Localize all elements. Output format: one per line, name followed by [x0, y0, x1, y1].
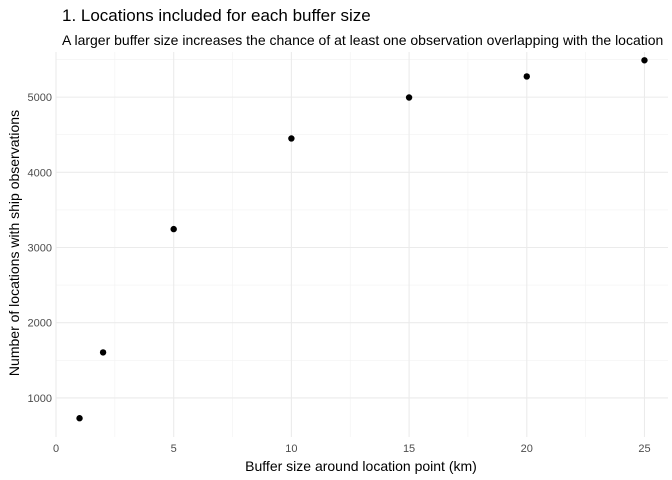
y-tick-label: 2000	[28, 318, 52, 330]
y-tick-label: 5000	[28, 92, 52, 104]
data-point	[641, 57, 648, 64]
tick-labels: 0 5 10 15 20 25 1000 2000 3000 4000 5000	[28, 92, 651, 455]
x-axis-title: Buffer size around location point (km)	[245, 458, 477, 474]
x-tick-label: 5	[171, 443, 177, 455]
x-tick-label: 15	[403, 443, 415, 455]
data-point	[523, 73, 530, 80]
data-points	[76, 57, 648, 422]
data-point	[170, 225, 177, 233]
y-tick-label: 4000	[28, 167, 52, 179]
data-point	[76, 415, 83, 422]
y-axis-title: Number of locations with ship observatio…	[6, 110, 22, 376]
grid	[55, 52, 668, 437]
y-tick-label: 1000	[28, 393, 52, 405]
x-tick-label: 10	[285, 443, 297, 455]
x-tick-label: 20	[521, 443, 533, 455]
y-tick-label: 3000	[28, 243, 52, 255]
data-point	[405, 94, 413, 101]
chart-title: 1. Locations included for each buffer si…	[62, 6, 371, 25]
data-point	[99, 349, 107, 356]
x-tick-label: 0	[53, 443, 59, 455]
data-point	[288, 135, 295, 142]
x-tick-label: 25	[638, 443, 650, 455]
chart-subtitle: A larger buffer size increases the chanc…	[62, 32, 663, 48]
